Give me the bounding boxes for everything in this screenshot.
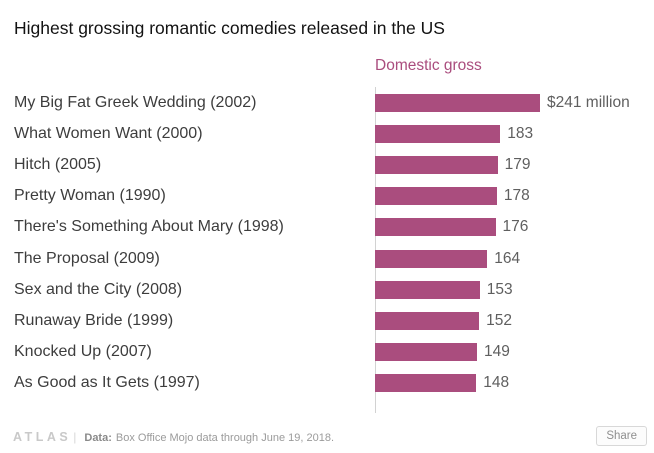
bar-row: Runaway Bride (1999) 152 xyxy=(14,305,646,336)
category-label: Sex and the City (2008) xyxy=(14,280,183,298)
category-label: What Women Want (2000) xyxy=(14,124,203,142)
bar-row: There's Something About Mary (1998) 176 xyxy=(14,212,646,243)
bar-track: 152 xyxy=(375,311,646,330)
category-label: Hitch (2005) xyxy=(14,155,102,173)
bar-track: 148 xyxy=(375,374,646,393)
category-label: Pretty Woman (1990) xyxy=(14,187,166,205)
value-label: 148 xyxy=(483,374,510,392)
bar xyxy=(375,93,540,112)
bar-chart: My Big Fat Greek Wedding (2002) $241 mill… xyxy=(14,87,646,399)
bar-track: 176 xyxy=(375,218,646,237)
category-label: Runaway Bride (1999) xyxy=(14,311,174,329)
value-axis-header: Domestic gross xyxy=(375,57,482,74)
bar-track: 149 xyxy=(375,343,646,362)
chart-footer: ATLAS | Data: Box Office Mojo data throu… xyxy=(13,430,334,444)
value-label: 179 xyxy=(504,155,531,173)
value-label: 183 xyxy=(507,124,534,142)
category-label: There's Something About Mary (1998) xyxy=(14,218,284,236)
bar xyxy=(375,311,480,330)
footer-separator: | xyxy=(73,430,77,444)
bar xyxy=(375,374,477,393)
bar-row: Hitch (2005) 179 xyxy=(14,149,646,180)
value-label: 153 xyxy=(486,280,513,298)
bar xyxy=(375,343,477,362)
bar-track: 179 xyxy=(375,155,646,174)
bar-row: Pretty Woman (1990) 178 xyxy=(14,181,646,212)
category-label: The Proposal (2009) xyxy=(14,249,160,267)
atlas-logo: ATLAS xyxy=(13,430,72,444)
value-label: 178 xyxy=(503,187,530,205)
value-label: 149 xyxy=(484,343,510,361)
bar xyxy=(375,280,480,299)
category-label: My Big Fat Greek Wedding (2002) xyxy=(14,93,257,111)
category-label: Knocked Up (2007) xyxy=(14,343,152,361)
value-label: $241 million xyxy=(547,93,630,111)
bar-track: 183 xyxy=(375,124,646,143)
bar-track: $241 million xyxy=(375,93,646,112)
bar-row: What Women Want (2000) 183 xyxy=(14,118,646,149)
bar-row: Sex and the City (2008) 153 xyxy=(14,274,646,305)
value-label: 176 xyxy=(502,218,529,236)
bar-track: 153 xyxy=(375,280,646,299)
share-button[interactable]: Share xyxy=(596,426,647,446)
bar-row: My Big Fat Greek Wedding (2002) $241 mill… xyxy=(14,87,646,118)
bar-track: 164 xyxy=(375,249,646,268)
bar-row: As Good as It Gets (1997) 148 xyxy=(14,368,646,399)
source-text: Box Office Mojo data through June 19, 20… xyxy=(115,432,334,444)
chart-title: Highest grossing romantic comedies relea… xyxy=(14,18,445,38)
source-label: Data: xyxy=(84,432,112,444)
bar xyxy=(375,249,488,268)
bar xyxy=(375,218,496,237)
bar xyxy=(375,187,497,206)
value-label: 164 xyxy=(494,249,521,267)
bar-track: 178 xyxy=(375,187,646,206)
category-label: As Good as It Gets (1997) xyxy=(14,374,200,392)
value-label: 152 xyxy=(486,311,512,329)
bar-row: Knocked Up (2007) 149 xyxy=(14,337,646,368)
bar xyxy=(375,124,501,143)
bar xyxy=(375,155,498,174)
bar-row: The Proposal (2009) 164 xyxy=(14,243,646,274)
